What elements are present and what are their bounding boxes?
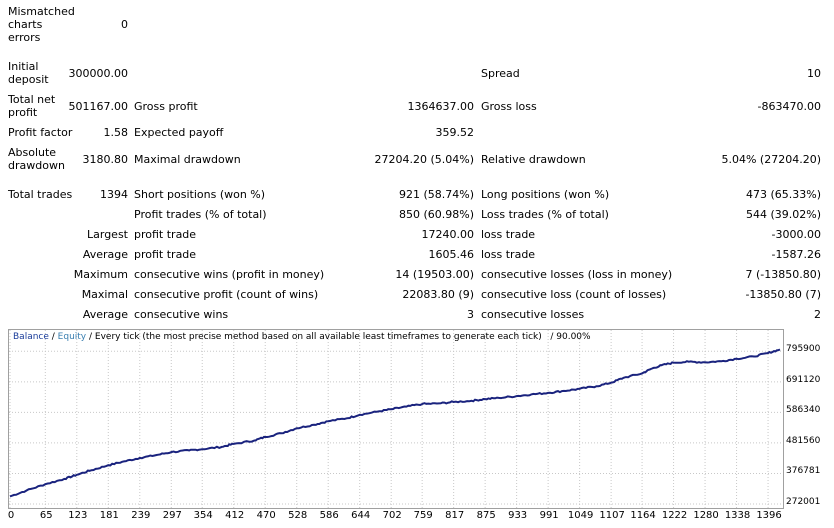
loss-trades-label: Loss trades (% of total) bbox=[481, 208, 609, 221]
gross-profit-value: 1364637.00 bbox=[407, 100, 474, 113]
y-tick-label: 586340 bbox=[786, 405, 821, 416]
absolute-drawdown-label: Absolute drawdown bbox=[8, 146, 65, 172]
spread-label: Spread bbox=[481, 67, 520, 80]
x-tick-label: 65 bbox=[39, 510, 53, 521]
relative-drawdown-label: Relative drawdown bbox=[481, 153, 586, 166]
chart-legend: Balance / Equity / Every tick (the most … bbox=[13, 332, 591, 342]
average-consecutive-label: Average bbox=[82, 308, 128, 321]
x-tick-label: 470 bbox=[256, 510, 276, 521]
x-tick-label: 297 bbox=[162, 510, 182, 521]
largest-loss-trade-label: loss trade bbox=[481, 228, 536, 241]
total-trades-value: 1394 bbox=[100, 188, 128, 201]
legend-model: Every tick (the most precise method base… bbox=[94, 332, 542, 342]
y-tick-label: 272001 bbox=[786, 497, 821, 507]
legend-equity: Equity bbox=[57, 332, 87, 342]
short-positions-label: Short positions (won %) bbox=[134, 188, 266, 201]
mismatched-charts-errors-value: 0 bbox=[121, 18, 128, 31]
balance-chart: Balance / Equity / Every tick (the most … bbox=[8, 329, 784, 509]
maximal-label: Maximal bbox=[81, 288, 128, 301]
mismatched-charts-errors-label: Mismatched charts errors bbox=[8, 5, 75, 44]
x-tick-label: 181 bbox=[99, 510, 119, 521]
largest-loss-trade-value: -3000.00 bbox=[771, 228, 821, 241]
x-tick-label: 817 bbox=[445, 510, 465, 521]
x-tick-label: 1338 bbox=[724, 510, 751, 521]
gross-profit-label: Gross profit bbox=[134, 100, 198, 113]
x-tick-label: 123 bbox=[68, 510, 88, 521]
y-tick-label: 691120 bbox=[786, 374, 821, 385]
average-loss-trade-label: loss trade bbox=[481, 248, 536, 261]
long-positions-label: Long positions (won %) bbox=[481, 188, 610, 201]
x-tick-label: 702 bbox=[382, 510, 402, 521]
legend-quality: / 90.00% bbox=[550, 332, 591, 342]
largest-profit-trade-label: profit trade bbox=[134, 228, 197, 241]
avg-consecutive-wins-label: consecutive wins bbox=[134, 308, 229, 321]
avg-consecutive-losses-value: 2 bbox=[814, 308, 821, 321]
spread-value: 10 bbox=[807, 67, 821, 80]
long-positions-value: 473 (65.33%) bbox=[745, 188, 821, 201]
y-tick-label: 376781 bbox=[786, 466, 821, 477]
x-tick-label: 933 bbox=[508, 510, 528, 521]
gross-loss-value: -863470.00 bbox=[757, 100, 821, 113]
short-positions-value: 921 (58.74%) bbox=[398, 188, 474, 201]
x-tick-label: 875 bbox=[476, 510, 496, 521]
balance-series-line bbox=[9, 348, 781, 498]
x-tick-label: 1396 bbox=[756, 510, 782, 521]
expected-payoff-label: Expected payoff bbox=[134, 126, 224, 139]
profit-trades-value: 850 (60.98%) bbox=[398, 208, 474, 221]
maximal-consecutive-profit-label: consecutive profit (count of wins) bbox=[134, 288, 319, 301]
x-tick-label: 412 bbox=[225, 510, 245, 521]
average-loss-trade-value: -1587.26 bbox=[771, 248, 821, 261]
legend-balance: Balance bbox=[13, 332, 49, 342]
loss-trades-value: 544 (39.02%) bbox=[745, 208, 821, 221]
expected-payoff-value: 359.52 bbox=[435, 126, 475, 139]
profit-factor-label: Profit factor bbox=[8, 126, 73, 139]
y-tick-label: 795900 bbox=[786, 344, 821, 355]
largest-profit-trade-value: 17240.00 bbox=[421, 228, 475, 241]
x-tick-label: 0 bbox=[7, 510, 15, 521]
gross-loss-label: Gross loss bbox=[481, 100, 537, 113]
x-tick-label: 1280 bbox=[693, 510, 719, 521]
profit-trades-label: Profit trades (% of total) bbox=[134, 208, 267, 221]
maximal-consecutive-loss-label: consecutive loss (count of losses) bbox=[481, 288, 667, 301]
relative-drawdown-value: 5.04% (27204.20) bbox=[721, 153, 821, 166]
x-tick-label: 354 bbox=[193, 510, 213, 521]
max-consecutive-losses-label: consecutive losses (loss in money) bbox=[481, 268, 673, 281]
y-tick-label: 481560 bbox=[786, 435, 821, 446]
legend-separator: / bbox=[48, 332, 58, 342]
absolute-drawdown-value: 3180.80 bbox=[82, 153, 129, 166]
x-tick-label: 1049 bbox=[567, 510, 594, 521]
maximal-consecutive-profit-value: 22083.80 (9) bbox=[402, 288, 474, 301]
average-profit-trade-value: 1605.46 bbox=[428, 248, 475, 261]
x-tick-label: 239 bbox=[131, 510, 151, 521]
total-trades-label: Total trades bbox=[8, 188, 73, 201]
x-tick-label: 528 bbox=[288, 510, 308, 521]
profit-factor-value: 1.58 bbox=[103, 126, 129, 139]
maximal-consecutive-loss-value: -13850.80 (7) bbox=[745, 288, 821, 301]
avg-consecutive-losses-label: consecutive losses bbox=[481, 308, 585, 321]
initial-deposit-label: Initial deposit bbox=[8, 60, 49, 86]
average-label: Average bbox=[82, 248, 128, 261]
average-profit-trade-label: profit trade bbox=[134, 248, 197, 261]
total-net-profit-value: 501167.00 bbox=[68, 100, 129, 113]
balance-chart-svg bbox=[9, 330, 783, 508]
x-tick-label: 644 bbox=[351, 510, 371, 521]
maximal-drawdown-value: 27204.20 (5.04%) bbox=[374, 153, 474, 166]
max-consecutive-losses-value: 7 (-13850.80) bbox=[745, 268, 821, 281]
x-tick-label: 759 bbox=[413, 510, 433, 521]
largest-label: Largest bbox=[87, 228, 128, 241]
x-tick-label: 991 bbox=[539, 510, 559, 521]
total-net-profit-label: Total net profit bbox=[8, 93, 56, 119]
maximal-drawdown-label: Maximal drawdown bbox=[134, 153, 241, 166]
maximum-label: Maximum bbox=[73, 268, 128, 281]
x-tick-label: 586 bbox=[319, 510, 339, 521]
max-consecutive-wins-value: 14 (19503.00) bbox=[395, 268, 474, 281]
x-tick-label: 1107 bbox=[599, 510, 625, 521]
initial-deposit-value: 300000.00 bbox=[68, 67, 129, 80]
avg-consecutive-wins-value: 3 bbox=[467, 308, 474, 321]
x-tick-label: 1164 bbox=[630, 510, 656, 521]
legend-separator: / bbox=[86, 332, 95, 342]
x-tick-label: 1222 bbox=[661, 510, 688, 521]
max-consecutive-wins-label: consecutive wins (profit in money) bbox=[134, 268, 325, 281]
